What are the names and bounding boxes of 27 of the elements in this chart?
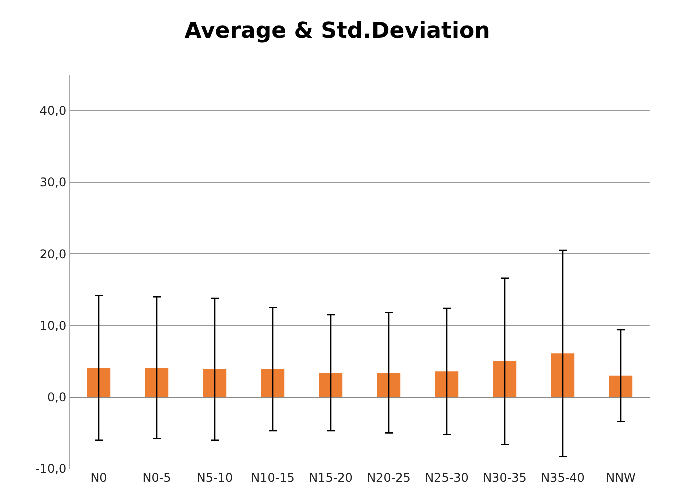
- bar: [551, 354, 575, 398]
- x-tick-label: N25-30: [425, 471, 469, 485]
- y-tick-label: 20,0: [40, 247, 67, 262]
- y-tick-label: 0,0: [48, 390, 67, 405]
- bar: [145, 368, 169, 398]
- chart-title: Average & Std.Deviation: [184, 19, 490, 44]
- x-tick-label: N15-20: [309, 471, 353, 485]
- bar: [435, 372, 459, 398]
- bar: [377, 373, 401, 398]
- y-tick-label: 10,0: [40, 318, 67, 333]
- x-tick-label: N0-5: [142, 471, 172, 485]
- y-tick-label: -10,0: [36, 462, 67, 476]
- x-tick-label: N30-35: [483, 471, 527, 485]
- y-tick-label: 30,0: [40, 176, 67, 190]
- bar: [203, 369, 227, 398]
- x-tick-label: N5-10: [196, 471, 234, 485]
- bar: [261, 369, 285, 398]
- x-tick-label: N35-40: [541, 471, 585, 485]
- bar: [493, 362, 517, 398]
- x-tick-label: N0: [90, 471, 108, 485]
- x-tick-label: N20-25: [367, 471, 411, 485]
- x-tick-label: NNW: [606, 471, 636, 485]
- bar: [87, 368, 111, 398]
- bar: [609, 376, 633, 398]
- x-tick-label: N10-15: [251, 471, 295, 485]
- y-tick-label: 40,0: [40, 104, 67, 118]
- bar: [319, 373, 343, 398]
